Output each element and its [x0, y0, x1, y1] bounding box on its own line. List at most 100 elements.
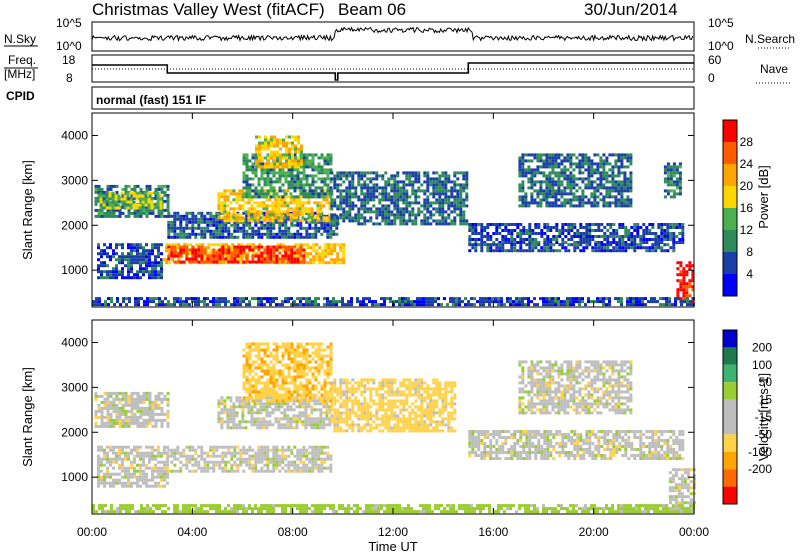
heatmap-cell [259, 210, 263, 214]
heatmap-cell [519, 235, 523, 238]
heatmap-cell [106, 421, 110, 425]
heatmap-cell [582, 246, 586, 250]
heatmap-cell [124, 391, 128, 395]
heatmap-cell [245, 189, 249, 193]
heatmap-cell [408, 177, 412, 181]
heatmap-cell [191, 220, 195, 224]
heatmap-cell [321, 258, 325, 262]
heatmap-cell [127, 484, 130, 488]
heatmap-cell [459, 198, 463, 202]
heatmap-cell [254, 451, 258, 455]
heatmap-cell [419, 300, 422, 304]
heatmap-cell [551, 183, 555, 187]
heatmap-cell [130, 258, 133, 262]
heatmap-cell [462, 204, 466, 208]
heatmap-cell [620, 186, 624, 190]
heatmap-cell [124, 421, 128, 425]
heatmap-cell [241, 219, 245, 223]
heatmap-cell [390, 213, 394, 217]
heatmap-cell [324, 243, 328, 247]
heatmap-cell [129, 203, 133, 207]
heatmap-cell [287, 174, 291, 178]
heatmap-cell [124, 184, 128, 188]
heatmap-cell [134, 300, 137, 304]
heatmap-cell [272, 300, 275, 304]
heatmap-cell [545, 186, 549, 190]
heatmap-cell [235, 192, 239, 196]
heatmap-cell [174, 243, 178, 247]
heatmap-cell [275, 220, 279, 224]
heatmap-cell [127, 478, 130, 482]
heatmap-cell [263, 192, 267, 196]
heatmap-cell [125, 303, 128, 307]
heatmap-cell [227, 248, 231, 252]
heatmap-cell [492, 241, 496, 244]
heatmap-cell [339, 258, 343, 262]
heatmap-cell [672, 249, 676, 253]
heatmap-cell [197, 300, 200, 304]
heatmap-cell [183, 243, 187, 247]
heatmap-cell [333, 219, 337, 223]
heatmap-cell [480, 241, 484, 244]
heatmap-cell [593, 195, 597, 199]
heatmap-cell [236, 229, 240, 233]
heatmap-cell [322, 189, 326, 193]
heatmap-cell [236, 463, 240, 467]
heatmap-cell [426, 186, 430, 190]
heatmap-cell [185, 457, 189, 461]
heatmap-cell [245, 463, 249, 467]
heatmap-cell [245, 257, 249, 261]
heatmap-cell [596, 168, 600, 172]
heatmap-cell [115, 445, 118, 449]
heatmap-cell [160, 267, 163, 271]
heatmap-cell [347, 300, 350, 304]
heatmap-cell [651, 238, 655, 241]
heatmap-cell [133, 472, 136, 476]
heatmap-cell [501, 241, 505, 244]
heatmap-cell [293, 232, 297, 236]
heatmap-cell [305, 177, 309, 181]
heatmap-cell [274, 189, 278, 193]
heatmap-cell [207, 246, 211, 250]
heatmap-cell [411, 192, 415, 196]
heatmap-cell [678, 162, 682, 166]
heatmap-cell [224, 226, 228, 230]
heatmap-cell [289, 213, 293, 217]
heatmap-cell [308, 153, 312, 157]
heatmap-cell [97, 190, 101, 194]
heatmap-cell [557, 189, 561, 193]
heatmap-cell [194, 297, 197, 301]
heatmap-cell [581, 165, 585, 169]
heatmap-cell [212, 251, 216, 255]
heatmap-cell [450, 180, 454, 184]
heatmap-cell [524, 168, 528, 172]
heatmap-cell [426, 210, 430, 214]
heatmap-cell [576, 246, 580, 250]
heatmap-cell [501, 229, 505, 232]
power-colorbar-swatch [723, 274, 737, 296]
heatmap-cell [151, 445, 154, 449]
heatmap-cell [106, 208, 110, 212]
heatmap-cell [145, 391, 149, 395]
heatmap-cell [94, 199, 98, 203]
heatmap-cell [453, 198, 457, 202]
heatmap-cell [185, 254, 189, 258]
heatmap-cell [236, 245, 240, 249]
heatmap-cell [239, 448, 243, 452]
heatmap-cell [151, 472, 154, 476]
heatmap-cell [669, 189, 673, 193]
heatmap-cell [200, 469, 204, 473]
heatmap-cell [218, 445, 222, 449]
heatmap-cell [160, 270, 163, 274]
heatmap-cell [206, 451, 210, 455]
heatmap-cell [587, 162, 591, 166]
heatmap-cell [441, 204, 445, 208]
heatmap-cell [636, 226, 640, 229]
heatmap-cell [603, 238, 607, 241]
heatmap-cell [614, 186, 618, 190]
heatmap-cell [197, 223, 201, 227]
heatmap-cell [173, 457, 177, 461]
heatmap-cell [587, 186, 591, 190]
beam-label: Beam 06 [338, 0, 406, 19]
heatmap-cell [471, 238, 475, 241]
